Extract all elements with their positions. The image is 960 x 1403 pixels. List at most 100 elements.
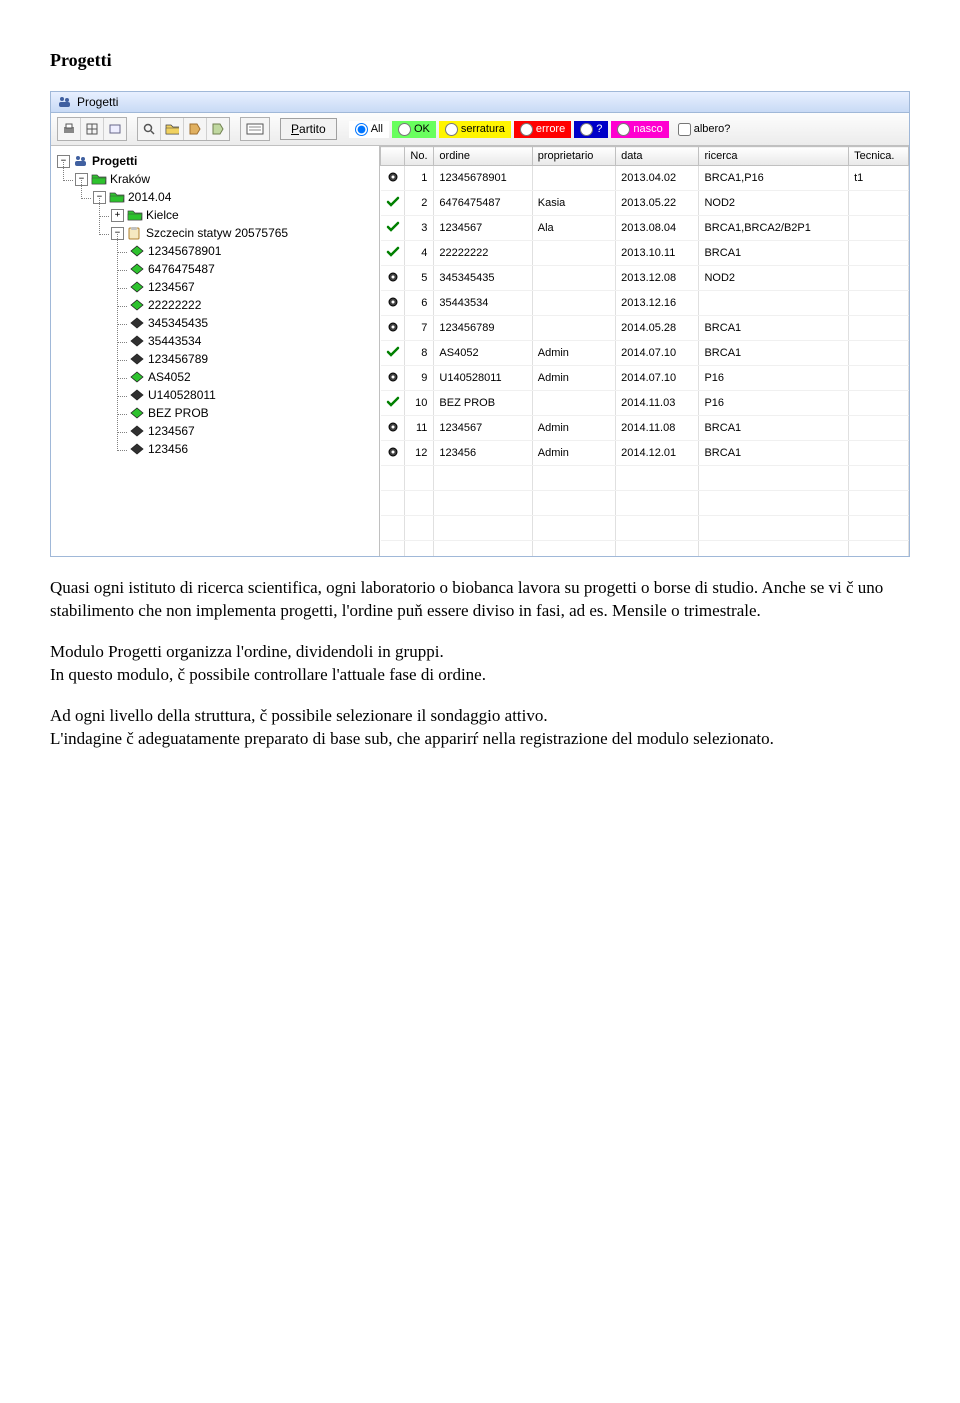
expander-icon[interactable]: + <box>111 209 124 222</box>
tag1-icon[interactable] <box>184 118 207 140</box>
table-row[interactable]: 111234567Admin2014.11.08BRCA1 <box>381 416 909 441</box>
tree-leaf[interactable]: 35443534 <box>129 332 375 350</box>
dot-icon <box>386 320 398 332</box>
card-icon[interactable] <box>104 118 126 140</box>
ricerca-cell: NOD2 <box>699 266 849 291</box>
table-header-cell[interactable]: ordine <box>434 147 532 166</box>
tree-leaf-label: 345345435 <box>148 316 208 330</box>
table-row[interactable]: 9U140528011Admin2014.07.10P16 <box>381 366 909 391</box>
table-header-cell[interactable]: ricerca <box>699 147 849 166</box>
tree-node-kielce[interactable]: + Kielce <box>111 206 375 224</box>
people-icon <box>57 95 71 109</box>
tree-node-szczecin[interactable]: − Szczecin statyw 20575765 <box>111 224 375 242</box>
filter-nasco[interactable]: nasco <box>611 121 668 138</box>
tecnica-cell <box>849 416 909 441</box>
filter-serratura-radio[interactable] <box>445 123 458 136</box>
tree-node-date[interactable]: − 2014.04 <box>93 188 375 206</box>
proprietario-cell <box>532 291 615 316</box>
no-cell: 6 <box>404 291 434 316</box>
filter-ok-radio[interactable] <box>398 123 411 136</box>
table-row[interactable]: 31234567Ala2013.08.04BRCA1,BRCA2/B2P1 <box>381 216 909 241</box>
table-row[interactable]: 12123456Admin2014.12.01BRCA1 <box>381 441 909 466</box>
tag2-icon[interactable] <box>207 118 229 140</box>
dot-icon <box>386 445 398 457</box>
filter-ok[interactable]: OK <box>392 121 436 138</box>
table-row[interactable]: 10BEZ PROB2014.11.03P16 <box>381 391 909 416</box>
filter-albero[interactable]: albero? <box>672 121 737 138</box>
diamond-icon <box>129 406 145 420</box>
tree-node-krakow[interactable]: − Kraków <box>75 170 375 188</box>
filter-question-radio[interactable] <box>580 123 593 136</box>
table-row[interactable]: 4222222222013.10.11BRCA1 <box>381 241 909 266</box>
tecnica-cell <box>849 341 909 366</box>
tree-leaf[interactable]: AS4052 <box>129 368 375 386</box>
table-header-cell[interactable]: No. <box>404 147 434 166</box>
open-icon[interactable] <box>161 118 184 140</box>
filter-errore[interactable]: errore <box>514 121 571 138</box>
ricerca-cell: P16 <box>699 391 849 416</box>
form-icon[interactable] <box>241 118 269 140</box>
tree-leaf[interactable]: U140528011 <box>129 386 375 404</box>
status-cell <box>381 366 405 391</box>
tree-root[interactable]: − Progetti <box>57 152 375 170</box>
proprietario-cell <box>532 241 615 266</box>
table-row[interactable]: 71234567892014.05.28BRCA1 <box>381 316 909 341</box>
diamond-icon <box>129 442 145 456</box>
table-row[interactable]: 8AS4052Admin2014.07.10BRCA1 <box>381 341 909 366</box>
tree-label: 2014.04 <box>128 190 171 204</box>
print-icon[interactable] <box>58 118 81 140</box>
no-cell: 2 <box>404 191 434 216</box>
proprietario-cell: Admin <box>532 416 615 441</box>
table-header-cell[interactable]: Tecnica. <box>849 147 909 166</box>
tree-leaf[interactable]: 12345678901 <box>129 242 375 260</box>
tree-leaf[interactable]: 345345435 <box>129 314 375 332</box>
ordine-cell: 1234567 <box>434 216 532 241</box>
status-cell <box>381 416 405 441</box>
filter-nasco-radio[interactable] <box>617 123 630 136</box>
table-row[interactable]: 1123456789012013.04.02BRCA1,P16t1 <box>381 166 909 191</box>
status-cell <box>381 291 405 316</box>
filter-all-radio[interactable] <box>355 123 368 136</box>
status-cell <box>381 191 405 216</box>
diamond-icon <box>129 334 145 348</box>
tree-leaf[interactable]: 123456 <box>129 440 375 458</box>
tree-leaf[interactable]: 22222222 <box>129 296 375 314</box>
no-cell: 5 <box>404 266 434 291</box>
partito-label: artito <box>299 122 326 136</box>
table-row[interactable]: 6354435342013.12.16 <box>381 291 909 316</box>
filter-albero-check[interactable] <box>678 123 691 136</box>
filter-serratura[interactable]: serratura <box>439 121 511 138</box>
ordine-cell: 12345678901 <box>434 166 532 191</box>
partito-button[interactable]: Partito <box>280 118 337 140</box>
tree-leaf[interactable]: 1234567 <box>129 422 375 440</box>
ordine-cell: 123456 <box>434 441 532 466</box>
table-header-cell[interactable] <box>381 147 405 166</box>
table-row[interactable]: 53453454352013.12.08NOD2 <box>381 266 909 291</box>
body-text: Quasi ogni istituto di ricerca scientifi… <box>50 577 910 751</box>
table-row[interactable]: 26476475487Kasia2013.05.22NOD2 <box>381 191 909 216</box>
table-header-cell[interactable]: proprietario <box>532 147 615 166</box>
data-cell: 2014.11.03 <box>616 391 699 416</box>
tree-leaf[interactable]: 6476475487 <box>129 260 375 278</box>
ricerca-cell: BRCA1 <box>699 316 849 341</box>
tecnica-cell <box>849 316 909 341</box>
tree-leaf[interactable]: BEZ PROB <box>129 404 375 422</box>
dot-icon <box>386 420 398 432</box>
data-cell: 2014.12.01 <box>616 441 699 466</box>
tree-root-label: Progetti <box>92 154 137 168</box>
filter-errore-radio[interactable] <box>520 123 533 136</box>
status-cell <box>381 241 405 266</box>
status-cell <box>381 266 405 291</box>
table-row-empty <box>381 516 909 541</box>
table-header-cell[interactable]: data <box>616 147 699 166</box>
tree-leaf[interactable]: 123456789 <box>129 350 375 368</box>
paragraph: Quasi ogni istituto di ricerca scientifi… <box>50 577 910 623</box>
check-icon <box>386 195 398 207</box>
diamond-icon <box>129 316 145 330</box>
filter-all[interactable]: All <box>349 121 389 138</box>
search-icon[interactable] <box>138 118 161 140</box>
window-title: Progetti <box>77 95 118 109</box>
filter-question[interactable]: ? <box>574 121 608 138</box>
grid-icon[interactable] <box>81 118 104 140</box>
tree-leaf[interactable]: 1234567 <box>129 278 375 296</box>
